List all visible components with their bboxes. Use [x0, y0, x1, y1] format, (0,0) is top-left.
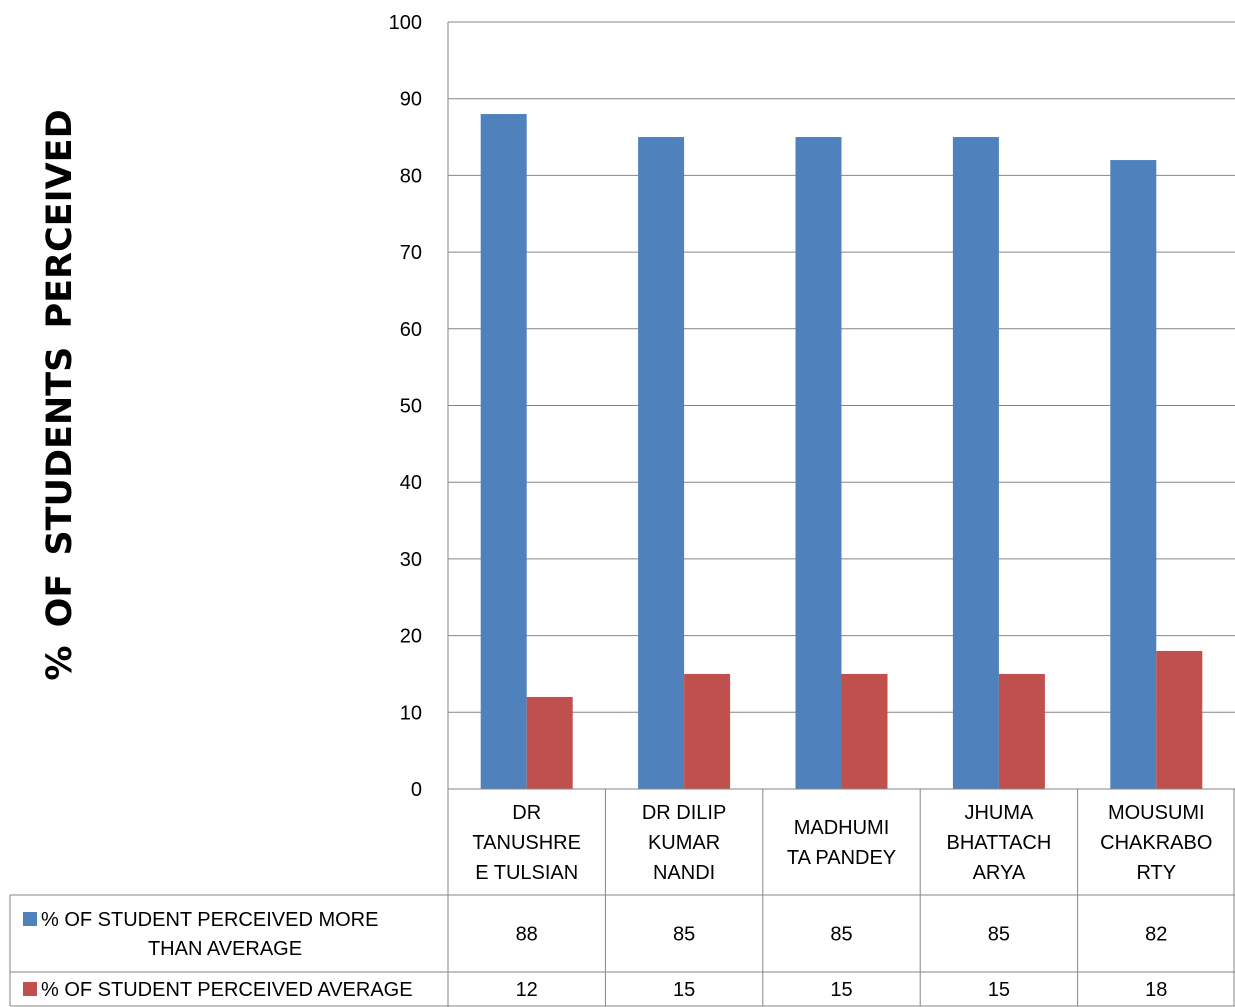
data-table-value: 15: [673, 979, 695, 1001]
bar: [795, 137, 842, 790]
x-tick-label: TANUSHRE: [472, 832, 581, 854]
x-tick-label: CHAKRABO: [1100, 832, 1212, 854]
data-table-value: 15: [830, 979, 852, 1001]
y-tick-label: 80: [400, 165, 422, 187]
y-tick-label: 70: [400, 242, 422, 264]
data-table-value: 18: [1145, 979, 1167, 1001]
data-table-value: 85: [988, 924, 1010, 946]
data-table-value: 82: [1145, 924, 1167, 946]
legend-key: [23, 982, 37, 996]
y-tick-label: 20: [400, 626, 422, 648]
legend-label: % OF STUDENT PERCEIVED MORE: [41, 909, 378, 931]
data-table-value: 85: [830, 924, 852, 946]
bar: [1156, 650, 1203, 789]
bar: [638, 137, 685, 790]
bar: [952, 137, 999, 790]
x-tick-label: JHUMA: [964, 802, 1034, 824]
data-table-value: 85: [673, 924, 695, 946]
y-tick-label: 90: [400, 89, 422, 111]
y-tick-label: 0: [411, 779, 422, 801]
bar: [526, 696, 573, 789]
y-tick-label: 50: [400, 396, 422, 418]
bar: [841, 673, 888, 789]
y-tick-label: 40: [400, 472, 422, 494]
bar: [684, 673, 731, 789]
legend-label: THAN AVERAGE: [148, 938, 302, 960]
y-tick-label: 30: [400, 549, 422, 571]
data-table-value: 15: [988, 979, 1010, 1001]
x-tick-label: MOUSUMI: [1108, 802, 1205, 824]
x-tick-label: DR DILIP: [642, 802, 726, 824]
bar: [480, 114, 527, 790]
y-tick-label: 10: [400, 702, 422, 724]
y-tick-label: 100: [389, 12, 422, 34]
data-table-value: 12: [516, 979, 538, 1001]
x-tick-label: BHATTACH: [946, 832, 1051, 854]
y-tick-label: 60: [400, 319, 422, 341]
x-tick-label: DR: [512, 802, 541, 824]
legend-label: % OF STUDENT PERCEIVED AVERAGE: [41, 979, 413, 1001]
bar: [998, 673, 1045, 789]
x-tick-label: RTY: [1136, 862, 1176, 884]
x-tick-label: KUMAR: [648, 832, 720, 854]
x-tick-label: E TULSIAN: [475, 862, 578, 884]
legend-key: [23, 912, 37, 926]
data-table-value: 88: [516, 924, 538, 946]
x-tick-label: NANDI: [653, 862, 715, 884]
bar: [1110, 160, 1157, 789]
x-tick-label: ARYA: [973, 862, 1026, 884]
x-tick-label: TA PANDEY: [787, 847, 896, 869]
x-tick-label: MADHUMI: [794, 817, 890, 839]
